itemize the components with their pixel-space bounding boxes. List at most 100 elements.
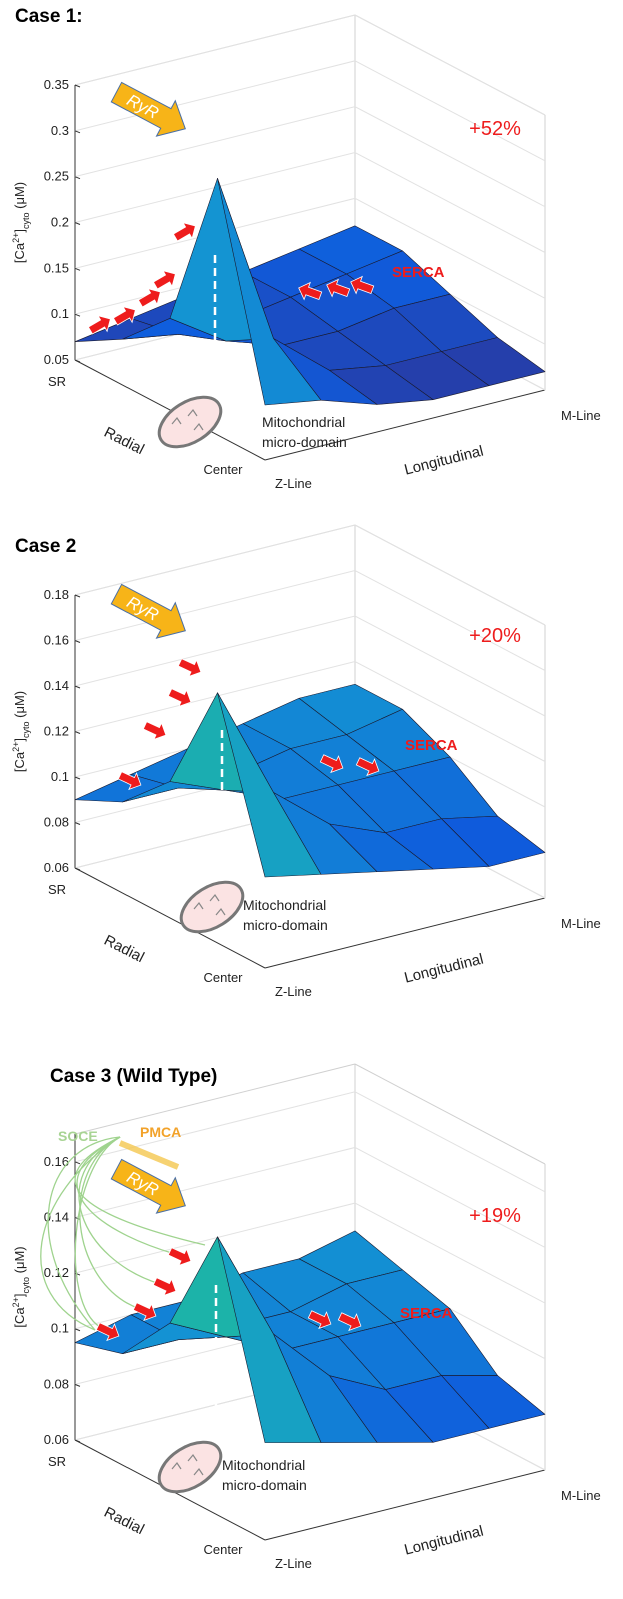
mito-label: Mitochondrial bbox=[222, 1457, 305, 1473]
flux-arrow-shape bbox=[307, 1310, 332, 1330]
z-tick bbox=[74, 1383, 81, 1387]
axis-line bbox=[74, 359, 266, 461]
z-axis-label-part: 2+ bbox=[11, 233, 21, 243]
y-tick-label: M-Line bbox=[561, 1488, 601, 1503]
flux-arrow-shape bbox=[132, 1302, 157, 1322]
soce-flux bbox=[47, 1136, 121, 1331]
flux-arrow-shape bbox=[142, 721, 167, 741]
z-tick-label: 0.35 bbox=[44, 77, 69, 92]
z-tick-label: 0.08 bbox=[44, 1376, 69, 1391]
mitochondrion-cristae bbox=[193, 893, 226, 916]
soce-flux bbox=[79, 1136, 141, 1310]
grid-line bbox=[74, 1091, 546, 1193]
axis-line bbox=[264, 1469, 546, 1541]
grid-line bbox=[74, 197, 546, 299]
z-tick-label: 0.3 bbox=[51, 123, 69, 138]
z-tick-label: 0.1 bbox=[51, 1321, 69, 1336]
flux-arrow-shape bbox=[167, 688, 192, 708]
grid-line bbox=[74, 615, 546, 717]
ryr-shape bbox=[110, 1158, 186, 1214]
z-tick-label: 0.05 bbox=[44, 352, 69, 367]
mitochondrion-cristae bbox=[171, 1453, 204, 1476]
soce-flux bbox=[74, 1136, 121, 1328]
flux-arrow-shape bbox=[152, 270, 176, 290]
mito-label: micro-domain bbox=[262, 434, 347, 450]
ryr-arrow: RyR bbox=[110, 583, 186, 639]
z-axis-label-part: ] bbox=[12, 229, 27, 233]
x-axis-label: Radial bbox=[101, 1504, 147, 1538]
flux-arrow-shape bbox=[112, 306, 136, 326]
z-tick bbox=[74, 594, 81, 598]
surface-patch bbox=[217, 692, 322, 878]
flux-arrow bbox=[298, 281, 323, 301]
axis-line bbox=[264, 389, 546, 461]
flux-arrow bbox=[326, 278, 351, 298]
y-tick-label: M-Line bbox=[561, 408, 601, 423]
z-tick bbox=[74, 1161, 81, 1165]
z-tick bbox=[74, 313, 81, 317]
soce-flux bbox=[76, 1136, 176, 1255]
mito-label: micro-domain bbox=[243, 917, 328, 933]
change-label: +52% bbox=[469, 118, 521, 140]
z-axis-label: [Ca2+]cyto (μM) bbox=[11, 182, 31, 263]
z-axis-label-part: 2+ bbox=[11, 742, 21, 752]
axis-box bbox=[74, 1063, 356, 1135]
z-tick bbox=[74, 130, 81, 134]
flux-arrow bbox=[167, 688, 192, 708]
z-tick-label: 0.14 bbox=[44, 678, 69, 693]
serca-label: SERCA bbox=[405, 737, 458, 754]
change-label: +20% bbox=[469, 625, 521, 647]
chart: Case 2 0.06 0.08 0.1 0.12 0.14 0.16 0.18 [Ca2+]c… bbox=[11, 524, 601, 999]
x-tick-label: Center bbox=[203, 1542, 243, 1557]
serca-label: SERCA bbox=[392, 264, 445, 281]
z-axis-label: [Ca2+]cyto (μM) bbox=[11, 691, 31, 772]
flux-arrow bbox=[152, 270, 176, 290]
grid-line bbox=[74, 660, 546, 762]
z-tick-label: 0.16 bbox=[44, 1154, 69, 1169]
x-axis-label: Radial bbox=[101, 932, 147, 966]
serca-label: SERCA bbox=[400, 1305, 453, 1322]
y-tick-label: Z-Line bbox=[275, 1556, 312, 1571]
grid-line bbox=[74, 151, 546, 253]
axis-line bbox=[264, 897, 546, 969]
flux-arrow bbox=[355, 757, 380, 777]
z-axis-label-part: [Ca bbox=[12, 1307, 27, 1328]
z-tick-label: 0.16 bbox=[44, 633, 69, 648]
flux-arrow bbox=[87, 315, 111, 335]
flux-arrow bbox=[95, 1322, 120, 1342]
axis-box bbox=[354, 1063, 546, 1165]
z-tick-label: 0.25 bbox=[44, 169, 69, 184]
x-tick-label: Center bbox=[203, 462, 243, 477]
grid-line bbox=[74, 524, 546, 626]
flux-arrow bbox=[177, 658, 202, 678]
mitochondrion bbox=[157, 1440, 223, 1494]
x-tick-label: SR bbox=[48, 1454, 66, 1469]
z-tick-label: 0.12 bbox=[44, 1265, 69, 1280]
flux-arrow bbox=[132, 1302, 157, 1322]
x-tick-label: Center bbox=[203, 970, 243, 985]
flux-arrow-shape bbox=[137, 288, 161, 308]
mito-label: micro-domain bbox=[222, 1477, 307, 1493]
z-tick bbox=[74, 685, 81, 689]
z-axis-label-part: cyto bbox=[21, 721, 31, 738]
flux-arrow bbox=[112, 306, 136, 326]
x-tick-label: SR bbox=[48, 882, 66, 897]
flux-arrow bbox=[307, 1310, 332, 1330]
z-tick-label: 0.15 bbox=[44, 260, 69, 275]
flux-arrow-shape bbox=[152, 1277, 177, 1297]
z-tick bbox=[74, 267, 81, 271]
flux-arrow bbox=[350, 275, 375, 295]
flux-arrow bbox=[137, 288, 161, 308]
z-tick-label: 0.12 bbox=[44, 724, 69, 739]
mito-label: Mitochondrial bbox=[243, 897, 326, 913]
flux-arrow-shape bbox=[87, 315, 111, 335]
chart: Case 1: 0.05 0.1 0.15 0.2 0.25 0.3 0.35 [Ca2+]cy… bbox=[11, 6, 601, 491]
flux-arrow bbox=[337, 1312, 362, 1332]
chart: Case 3 (Wild Type)0.060.080.10.120.140.1… bbox=[11, 1063, 601, 1571]
z-tick bbox=[74, 822, 81, 825]
flux-arrow-shape bbox=[337, 1312, 362, 1332]
z-tick bbox=[74, 731, 81, 734]
chart-title: Case 1: bbox=[15, 6, 83, 27]
surface-patch bbox=[217, 178, 322, 406]
chart-title: Case 2 bbox=[15, 536, 76, 557]
